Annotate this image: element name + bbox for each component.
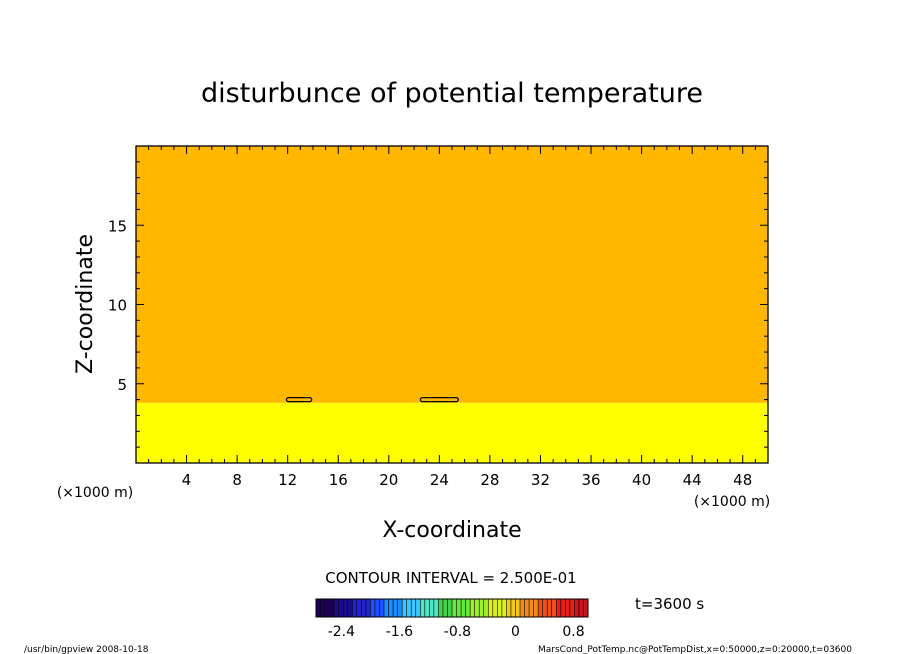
colorbar-cell	[533, 599, 539, 617]
colorbar-cell	[461, 599, 466, 617]
x-axis-title: X-coordinate	[382, 518, 521, 543]
colorbar-cell	[497, 599, 502, 617]
x-unit-label-left: (×1000 m)	[57, 485, 133, 501]
colorbar-cell	[334, 599, 339, 617]
colorbar-cell	[420, 599, 425, 617]
colorbar-cell	[551, 599, 557, 617]
colorbar-cell	[452, 599, 457, 617]
x-tick-label: 8	[232, 471, 242, 489]
colorbar-cell	[474, 599, 480, 617]
colorbar-cell	[456, 599, 462, 617]
footer-right: MarsCond_PotTemp.nc@PotTempDist,x=0:5000…	[538, 645, 852, 654]
colorbar-cell	[583, 599, 588, 617]
colorbar-cell	[510, 599, 516, 617]
region-0	[136, 402, 768, 463]
chart-title: disturbunce of potential temperature	[201, 78, 703, 109]
colorbar-cell	[483, 599, 489, 617]
y-tick-label: 15	[108, 217, 127, 235]
colorbar-cell	[565, 599, 570, 617]
colorbar-cell	[384, 599, 389, 617]
colorbar-cell	[447, 599, 452, 617]
y-tick-label: 10	[108, 297, 127, 315]
colorbar-cell	[370, 599, 375, 617]
x-tick-label: 12	[278, 471, 297, 489]
x-tick-label: 20	[379, 471, 398, 489]
contour-1	[419, 396, 459, 403]
colorbar-cell	[547, 599, 552, 617]
colorbar-cell	[320, 599, 326, 617]
x-tick-label: 40	[632, 471, 651, 489]
x-tick-label: 4	[182, 471, 192, 489]
colorbar-cell	[488, 599, 493, 617]
colorbar-cell	[524, 599, 530, 617]
colorbar-cell	[374, 599, 380, 617]
x-tick-label: 48	[733, 471, 752, 489]
colorbar-tick-label: -1.6	[386, 624, 413, 640]
colorbar-cell	[388, 599, 394, 617]
colorbar-cell	[442, 599, 448, 617]
x-tick-label: 32	[531, 471, 550, 489]
colorbar-cell	[361, 599, 366, 617]
colorbar-cell	[538, 599, 543, 617]
colorbar-tick-label: -0.8	[444, 624, 471, 640]
colorbar-cell	[429, 599, 434, 617]
x-unit-label-right: (×1000 m)	[694, 494, 770, 510]
colorbar-cell	[515, 599, 520, 617]
colorbar-cell	[529, 599, 534, 617]
colorbar-cell	[402, 599, 407, 617]
colorbar-cell	[520, 599, 525, 617]
y-tick-label: 5	[117, 376, 127, 394]
x-tick-label: 28	[480, 471, 499, 489]
colorbar-cell	[316, 599, 321, 617]
x-tick-label: 44	[683, 471, 702, 489]
colorbar-cell	[542, 599, 548, 617]
colorbar-cell	[325, 599, 330, 617]
colorbar-cell	[560, 599, 566, 617]
x-tick-label: 16	[329, 471, 348, 489]
colorbar-cell	[556, 599, 561, 617]
contour-interval-label: CONTOUR INTERVAL = 2.500E-01	[325, 569, 576, 587]
y-axis: 5 10 15	[108, 161, 768, 448]
colorbar-cell	[501, 599, 507, 617]
colorbar-cell	[347, 599, 353, 617]
colorbar-cell	[397, 599, 403, 617]
colorbar-cell	[465, 599, 471, 617]
colorbar-cell	[411, 599, 416, 617]
colorbar-cell	[415, 599, 421, 617]
colorbar-cell	[393, 599, 398, 617]
contour-0	[285, 396, 313, 403]
x-tick-label: 24	[430, 471, 449, 489]
colorbar-cell	[506, 599, 511, 617]
colorbar-tick-label: -2.4	[328, 624, 355, 640]
colorbar-cell	[470, 599, 475, 617]
colorbar: -2.4 -1.6 -0.8 0 0.8	[315, 598, 589, 640]
colorbar-cell	[379, 599, 384, 617]
colorbar-tick-label: 0	[511, 624, 520, 640]
time-label: t=3600 s	[635, 595, 704, 613]
colorbar-cell	[356, 599, 362, 617]
colorbar-cell	[438, 599, 443, 617]
x-axis: 4 8 12 16 20 24 28 32 36 40 44 48	[148, 146, 756, 489]
region-1	[136, 146, 768, 403]
colorbar-cell	[433, 599, 439, 617]
x-tick-label: 36	[581, 471, 600, 489]
plot-area	[135, 145, 769, 464]
colorbar-cell	[338, 599, 344, 617]
colorbar-frame	[315, 598, 589, 618]
colorbar-cell	[365, 599, 371, 617]
colorbar-cell	[574, 599, 579, 617]
colorbar-tick-label: 0.8	[562, 624, 584, 640]
colorbar-cell	[569, 599, 575, 617]
colorbar-cell	[424, 599, 430, 617]
colorbar-cell	[343, 599, 348, 617]
colorbar-cell	[352, 599, 357, 617]
colorbar-cell	[578, 599, 584, 617]
y-axis-title: Z-coordinate	[73, 234, 98, 374]
colorbar-cell	[492, 599, 498, 617]
colorbar-cell	[479, 599, 484, 617]
colorbar-cell	[329, 599, 335, 617]
colorbar-cell	[406, 599, 412, 617]
footer-left: /usr/bin/gpview 2008-10-18	[24, 645, 149, 654]
